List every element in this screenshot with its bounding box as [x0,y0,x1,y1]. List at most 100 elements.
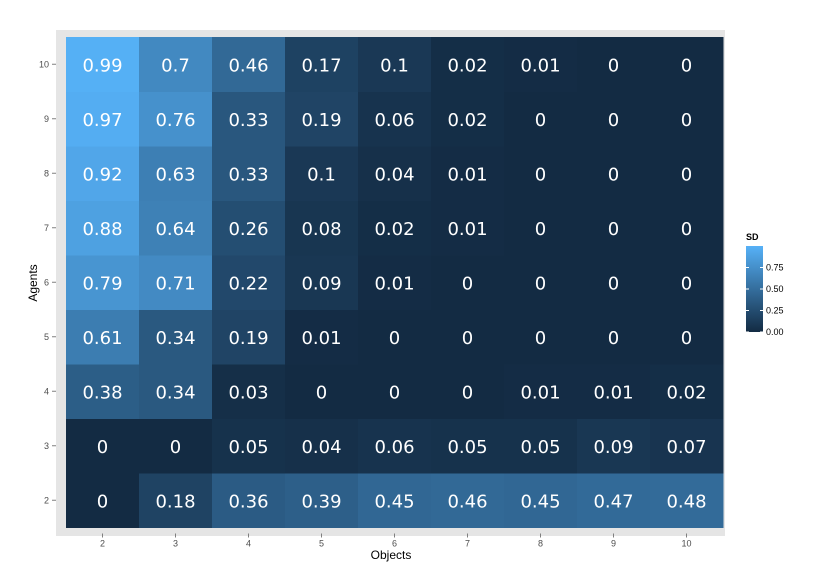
heatmap-cell-agents-4-objects-2 [66,364,140,419]
cell-value-label: 0.09 [593,437,633,458]
cell-value-label: 0.01 [447,219,487,240]
x-tick-label: 2 [100,539,105,549]
cell-value-label: 0 [462,382,473,403]
y-tick-label: 7 [44,223,49,233]
cell-value-label: 0.45 [520,491,560,512]
cell-value-label: 0 [535,110,546,131]
heatmap-cell-agents-9-objects-2 [66,91,140,147]
x-tick-label: 10 [681,539,691,549]
cell-value-label: 0 [170,437,181,458]
x-tick-label: 6 [392,539,397,549]
heatmap-cell-agents-8-objects-6 [358,146,432,201]
heatmap-cell-agents-5-objects-10 [650,309,724,365]
heatmap-cell-agents-2-objects-2 [66,473,140,528]
heatmap-cell-agents-2-objects-10 [650,473,724,528]
cell-value-label: 0.45 [374,491,414,512]
heatmap-cell-agents-8-objects-7 [431,146,505,201]
heatmap-cell-agents-3-objects-5 [285,418,359,474]
cell-value-label: 0.19 [228,328,268,349]
cell-value-label: 0 [681,110,692,131]
heatmap-cell-agents-5-objects-7 [431,309,505,365]
cell-value-label: 0 [535,328,546,349]
legend-colorbar [746,246,763,332]
legend-tick-label: 0.75 [766,263,784,273]
cell-value-label: 0.05 [520,437,560,458]
cell-value-label: 0 [608,55,619,76]
cell-value-label: 0 [608,273,619,294]
cell-value-label: 0 [97,437,108,458]
cell-value-label: 0.02 [374,219,414,240]
cell-value-label: 0 [462,273,473,294]
x-tick-label: 8 [538,539,543,549]
cell-value-label: 0.02 [447,55,487,76]
cell-value-label: 0.63 [155,164,195,185]
heatmap-cell-agents-4-objects-3 [139,364,213,419]
heatmap-cell-agents-3-objects-10 [650,418,724,474]
heatmap-cell-agents-6-objects-3 [139,255,213,310]
heatmap-cell-agents-4-objects-9 [577,364,651,419]
cell-value-label: 0.19 [301,110,341,131]
cell-value-label: 0 [681,55,692,76]
heatmap-cell-agents-2-objects-9 [577,473,651,528]
cell-value-label: 0.02 [666,382,706,403]
cell-value-label: 0.06 [374,110,414,131]
heatmap-cell-agents-7-objects-3 [139,200,213,256]
cell-value-label: 0.01 [593,382,633,403]
cell-value-label: 0.92 [82,164,122,185]
heatmap-cell-agents-10-objects-2 [66,37,140,92]
heatmap-cell-agents-7-objects-9 [577,200,651,256]
heatmap-cell-agents-4-objects-7 [431,364,505,419]
cell-value-label: 0.88 [82,219,122,240]
color-legend: SD 0.00 0.25 0.50 0.75 [746,232,784,337]
heatmap-cell-agents-9-objects-6 [358,91,432,147]
cell-value-label: 0.22 [228,273,268,294]
cell-value-label: 0.36 [228,491,268,512]
heatmap-cell-agents-7-objects-7 [431,200,505,256]
heatmap-cell-agents-2-objects-4 [212,473,286,528]
cell-value-label: 0.08 [301,219,341,240]
cell-value-label: 0.01 [447,164,487,185]
heatmap-cell-agents-9-objects-4 [212,91,286,147]
y-tick-label: 6 [44,277,49,287]
cell-value-label: 0.71 [155,273,195,294]
heatmap-cell-agents-4-objects-10 [650,364,724,419]
cell-value-label: 0.26 [228,219,268,240]
heatmap-cell-agents-2-objects-5 [285,473,359,528]
heatmap-cell-agents-8-objects-2 [66,146,140,201]
cell-value-label: 0.46 [447,491,487,512]
cell-value-label: 0 [535,219,546,240]
cell-value-label: 0.61 [82,328,122,349]
cell-value-label: 0 [608,110,619,131]
heatmap-cell-agents-7-objects-5 [285,200,359,256]
legend-tick-label: 0.25 [766,306,784,316]
cell-value-label: 0.04 [301,437,341,458]
x-axis-title: Objects [371,548,412,562]
cell-value-label: 0 [681,219,692,240]
cell-value-label: 0 [97,491,108,512]
y-tick-label: 4 [44,386,49,396]
cell-value-label: 0.04 [374,164,414,185]
cell-value-label: 0.03 [228,382,268,403]
heatmap-cell-agents-5-objects-8 [504,309,578,365]
cell-value-label: 0.07 [666,437,706,458]
cell-value-label: 0 [608,164,619,185]
cell-value-label: 0.18 [155,491,195,512]
heatmap-cell-agents-10-objects-4 [212,37,286,92]
legend-ticks: 0.00 0.25 0.50 0.75 [746,263,784,337]
heatmap-cell-agents-10-objects-3 [139,37,213,92]
heatmap-cells [66,37,724,528]
heatmap-cell-agents-9-objects-7 [431,91,505,147]
cell-value-label: 0 [389,328,400,349]
heatmap-cell-agents-8-objects-5 [285,146,359,201]
heatmap-cell-agents-7-objects-6 [358,200,432,256]
legend-tick-label: 0.00 [766,327,784,337]
y-tick-label: 8 [44,168,49,178]
x-tick-label: 9 [611,539,616,549]
cell-value-label: 0 [389,382,400,403]
cell-value-label: 0 [535,164,546,185]
heatmap-cell-agents-3-objects-7 [431,418,505,474]
heatmap-cell-agents-8-objects-8 [504,146,578,201]
heatmap-cell-agents-6-objects-4 [212,255,286,310]
heatmap-cell-agents-3-objects-9 [577,418,651,474]
